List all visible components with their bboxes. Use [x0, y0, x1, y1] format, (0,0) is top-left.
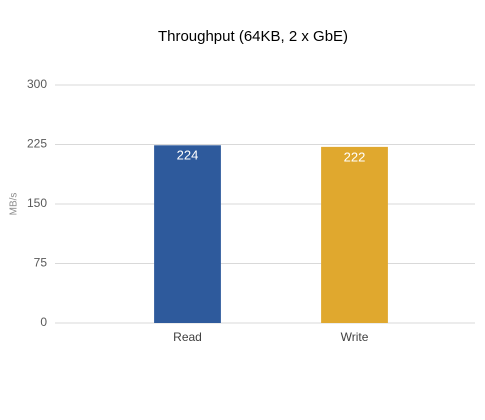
y-tick-label: 75: [34, 256, 48, 270]
x-tick-label: Read: [173, 330, 202, 344]
bar: [154, 145, 221, 323]
y-tick-label: 150: [27, 196, 47, 210]
y-tick-label: 0: [40, 315, 47, 329]
y-tick-label: 225: [27, 137, 47, 151]
bar: [321, 146, 388, 323]
y-tick-label: 300: [27, 77, 47, 91]
y-axis-label: MB/s: [9, 193, 20, 216]
data-label: 224: [177, 148, 199, 163]
x-tick-label: Write: [341, 330, 369, 344]
data-label: 222: [344, 149, 366, 164]
chart-title: Throughput (64KB, 2 x GbE): [158, 28, 348, 45]
